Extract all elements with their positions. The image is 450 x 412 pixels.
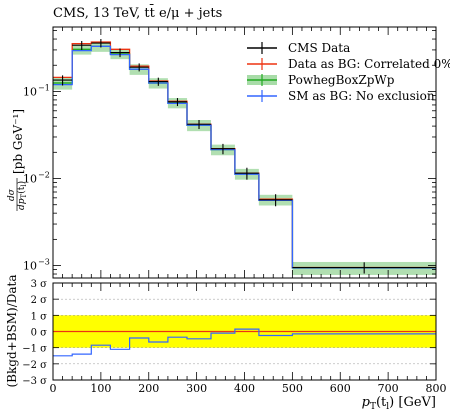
x-label-p: p bbox=[362, 395, 371, 410]
data-point bbox=[167, 98, 188, 107]
ratio-y-tick-label: −1 σ bbox=[22, 344, 47, 355]
ratio-series-line bbox=[53, 328, 436, 357]
x-tick-label: 100 bbox=[90, 382, 111, 395]
svg-text:dpT(tl): dpT(tl) bbox=[16, 181, 28, 210]
x-axis-label: pT(tl) [GeV] bbox=[362, 395, 436, 412]
data-point bbox=[210, 143, 235, 155]
data-point bbox=[129, 63, 149, 72]
x-tick-label: 200 bbox=[138, 382, 159, 395]
data-point bbox=[148, 77, 168, 86]
main-y-axis-label: dpT(tl) dσ [pb GeV⁻¹] bbox=[7, 109, 28, 211]
ratio-y-tick-label: 0 σ bbox=[31, 328, 48, 339]
x-label-sub2: l bbox=[386, 402, 389, 412]
data-point bbox=[258, 194, 293, 207]
y-tick-label: 10 bbox=[23, 85, 37, 98]
ratio-y-tick-label: −2 σ bbox=[22, 360, 47, 371]
y-tick-label: 10 bbox=[23, 173, 37, 186]
ratio-y-tick-label: 1 σ bbox=[31, 311, 48, 322]
y-tick-label-exponent: −2 bbox=[38, 171, 50, 180]
ratio-plot: 3 σ 2 σ 1 σ 0 σ −1 σ −2 σ −3 σ0 100 200 300 400 500… bbox=[22, 279, 446, 395]
y-tick-label-exponent: −1 bbox=[38, 83, 50, 92]
x-tick-label: 600 bbox=[330, 382, 351, 395]
legend-label: CMS Data bbox=[288, 41, 350, 55]
ratio-y-tick-label: 3 σ bbox=[31, 279, 48, 290]
legend-entry: CMS Data bbox=[247, 41, 350, 55]
ratio-plot-frame bbox=[52, 282, 437, 381]
legend-label: PowhegBoxZpWp bbox=[288, 73, 395, 87]
y-label-frac-den: dp bbox=[17, 198, 27, 210]
y-tick-label-exponent: −3 bbox=[38, 258, 50, 267]
x-tick-label: 400 bbox=[234, 382, 255, 395]
main-plot: 10−110−210−3 bbox=[23, 27, 437, 278]
x-label-rest: (t bbox=[376, 395, 387, 410]
x-tick-label: 0 bbox=[50, 382, 57, 395]
y-label-units: [pb GeV⁻¹] bbox=[11, 109, 25, 174]
ratio-y-axis-label: (Bkgd+BSM)/Data bbox=[5, 275, 19, 388]
legend-label: Data as BG: Correlated 0% bbox=[288, 57, 450, 71]
y-label-frac-num: dσ bbox=[7, 188, 17, 201]
data-point bbox=[91, 39, 111, 48]
legend-entry: PowhegBoxZpWp bbox=[247, 73, 395, 87]
series-line bbox=[53, 45, 436, 269]
x-tick-label: 700 bbox=[378, 382, 399, 395]
legend-label: SM as BG: No exclusion bbox=[288, 89, 435, 103]
ratio-y-tick-label: −3 σ bbox=[22, 376, 47, 387]
y-tick-label: 10 bbox=[23, 260, 37, 273]
legend-entry: Data as BG: Correlated 0% bbox=[247, 57, 450, 71]
data-point bbox=[110, 48, 130, 58]
y-label-frac-den-sub: T bbox=[20, 193, 28, 198]
legend: CMS Data Data as BG: Correlated 0% PowhegB… bbox=[247, 41, 450, 103]
y-label-frac-den-close: ) bbox=[16, 181, 27, 185]
main-plot-frame bbox=[52, 26, 437, 279]
ratio-y-tick-label: 2 σ bbox=[31, 295, 48, 306]
data-point bbox=[53, 75, 73, 86]
y-label-frac-den-tail: (t bbox=[16, 186, 27, 194]
x-tick-label: 300 bbox=[186, 382, 207, 395]
x-tick-label: 800 bbox=[426, 382, 447, 395]
legend-entry: SM as BG: No exclusion bbox=[247, 89, 435, 103]
data-point bbox=[292, 262, 436, 274]
x-label-tail: ) [GeV] bbox=[389, 395, 436, 410]
chart-title: CMS, 13 TeV, tt̄ e/μ + jets bbox=[53, 4, 222, 21]
x-tick-label: 500 bbox=[282, 382, 303, 395]
x-label-sub: T bbox=[370, 402, 376, 412]
data-point bbox=[72, 40, 92, 50]
data-point bbox=[187, 120, 211, 130]
data-point bbox=[234, 167, 259, 180]
y-label-frac-den-tail-sub: l bbox=[20, 184, 28, 187]
